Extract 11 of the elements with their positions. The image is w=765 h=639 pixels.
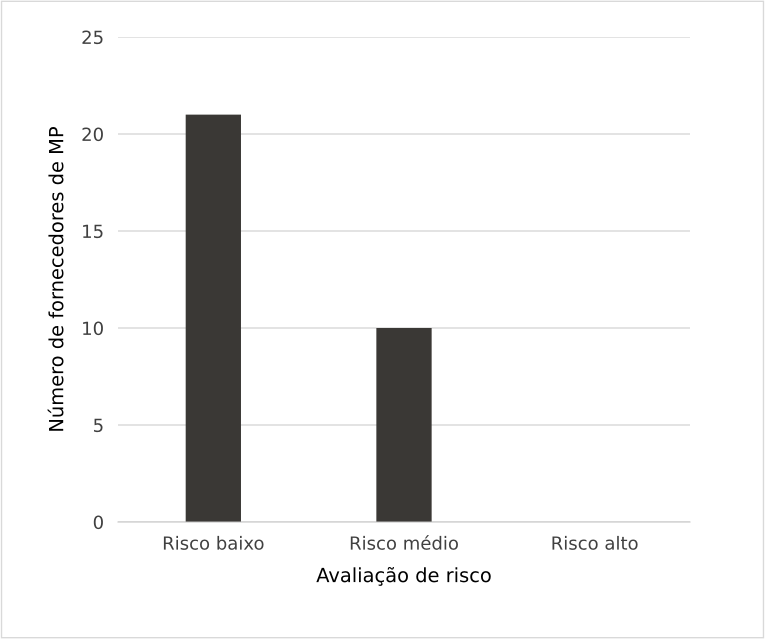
- y-tick-label: 20: [82, 127, 103, 142]
- x-axis-title: Avaliação de risco: [316, 566, 491, 586]
- y-axis-title: Número de fornecedores de MP: [48, 127, 64, 431]
- y-tick-label: 10: [83, 321, 103, 336]
- x-tick-label: Risco médio: [350, 535, 458, 550]
- y-tick-label: 5: [94, 418, 103, 432]
- x-tick-label: Risco baixo: [164, 536, 264, 550]
- x-tick-label: Risco alto: [552, 536, 638, 550]
- y-tick-label: 15: [83, 224, 103, 238]
- y-tick-label: 25: [82, 30, 103, 44]
- y-tick-label: 0: [94, 515, 103, 530]
